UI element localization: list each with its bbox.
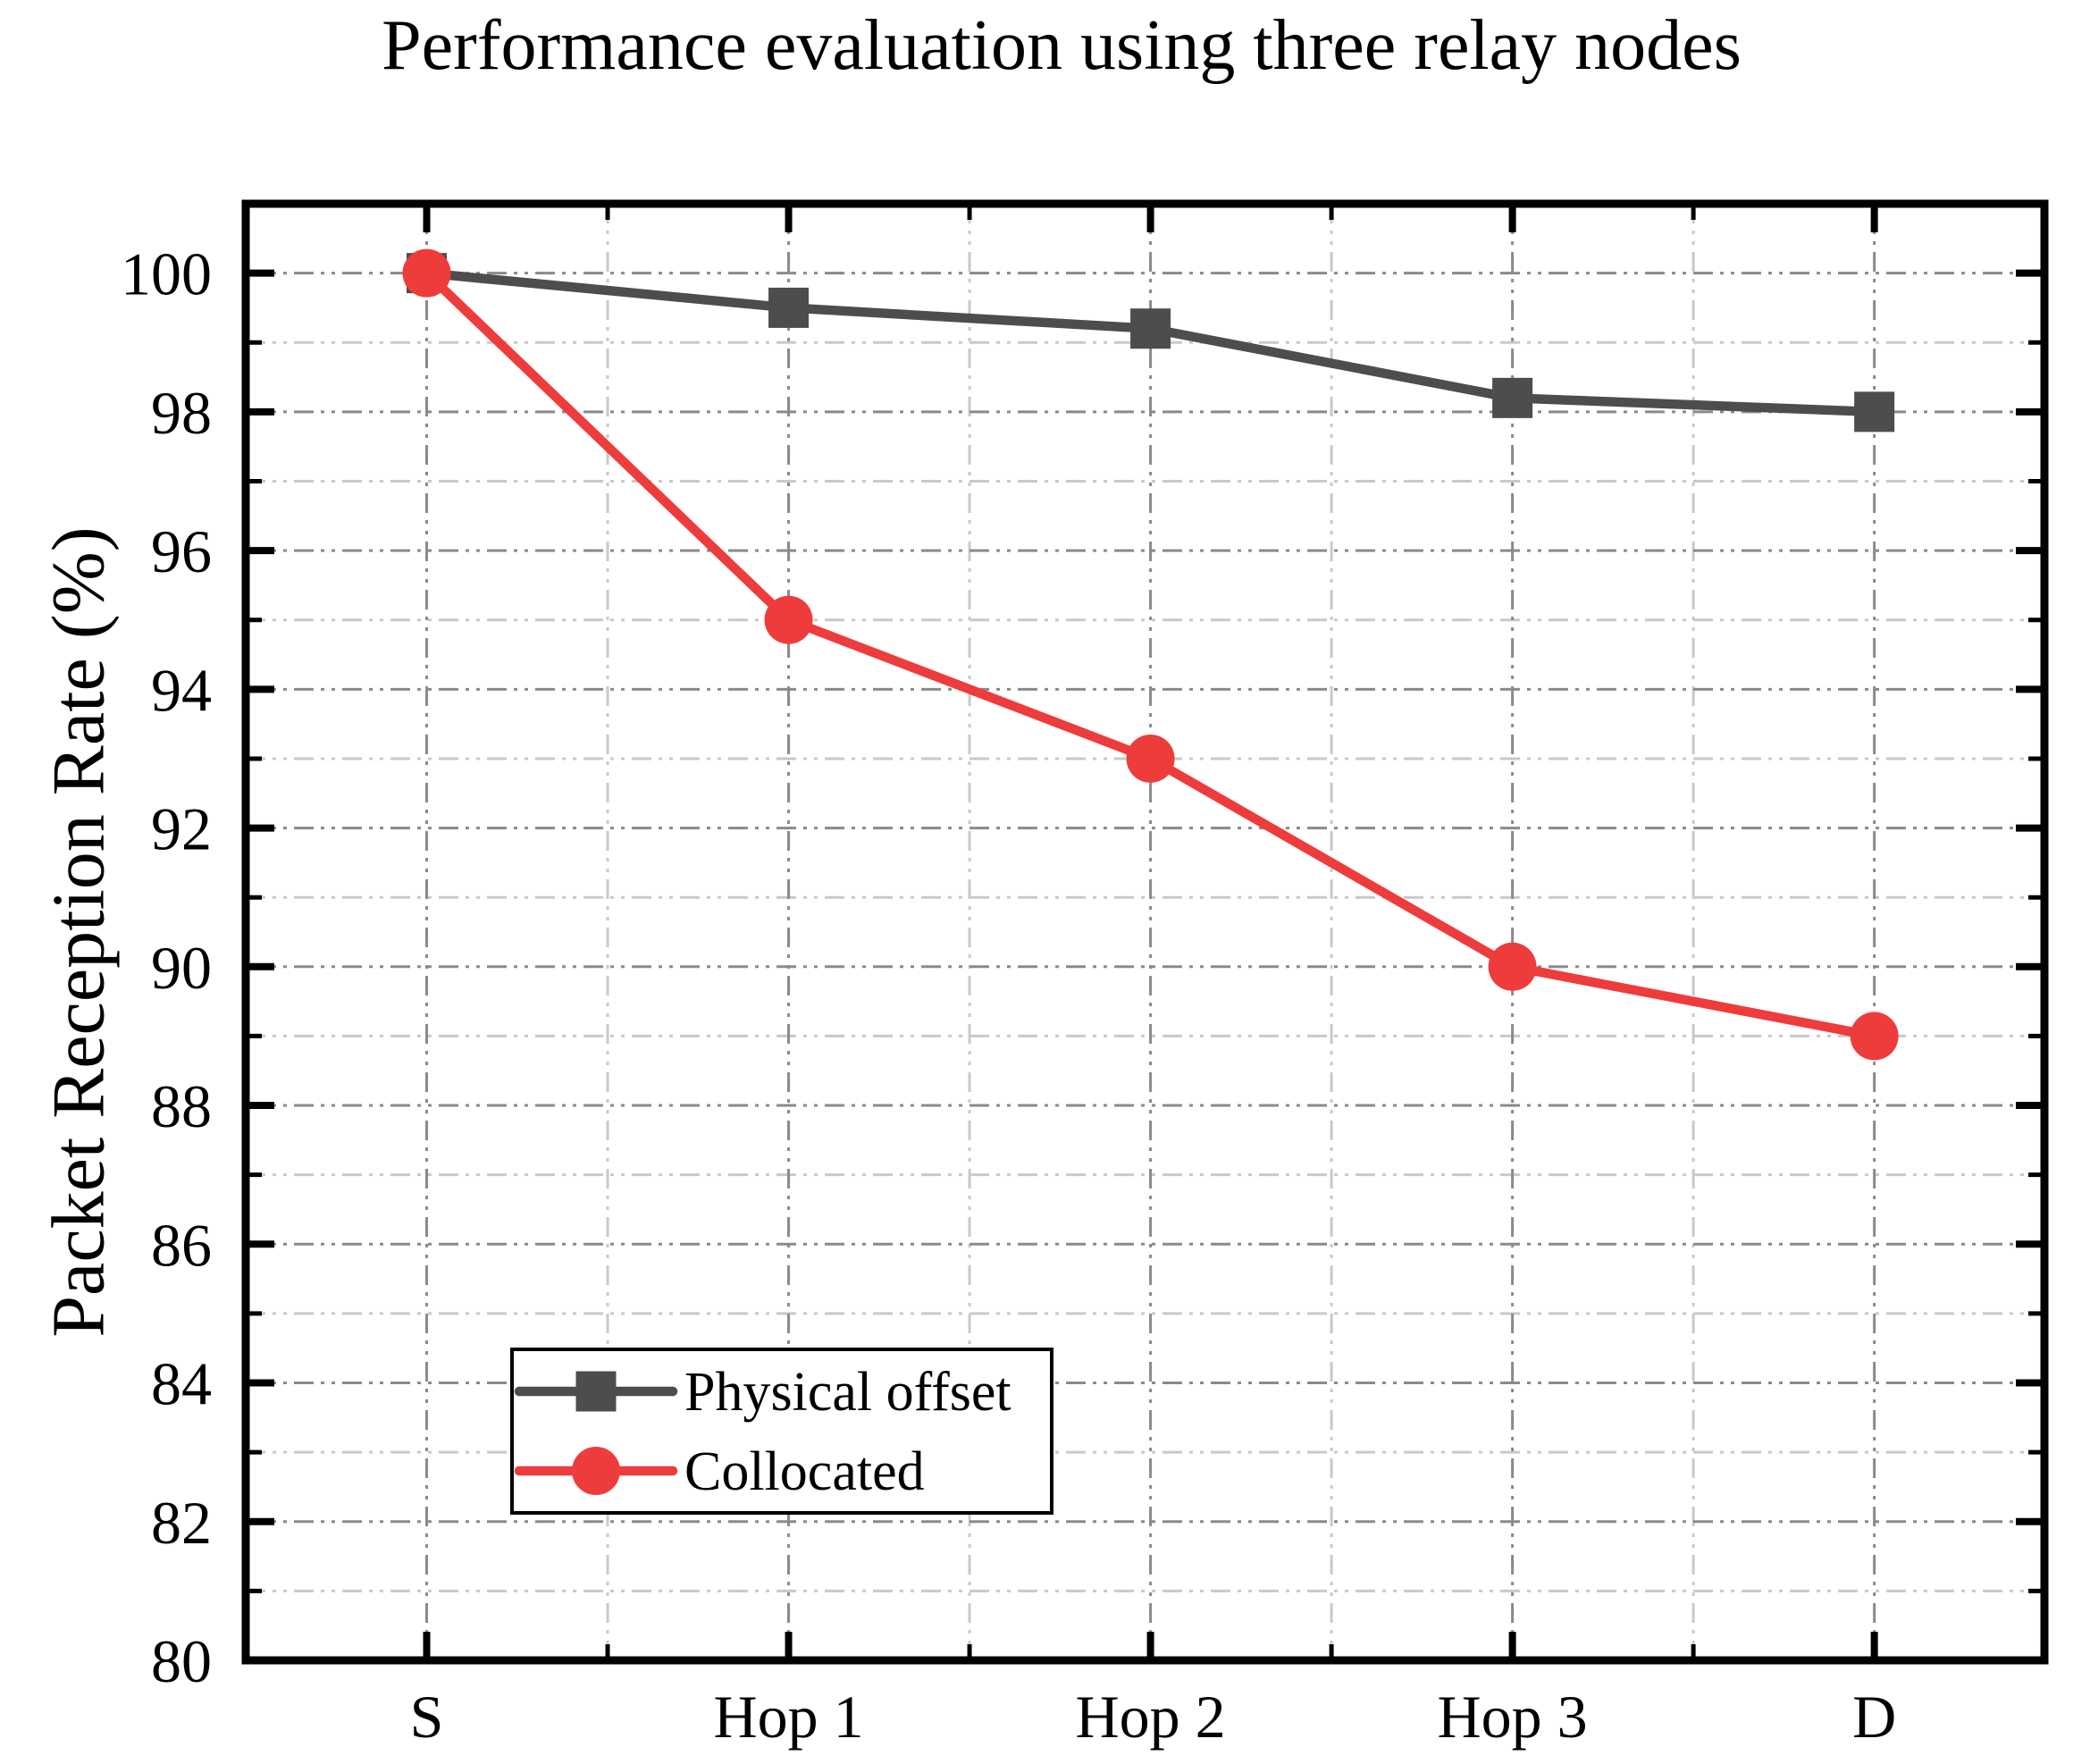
data-point-marker: [768, 287, 810, 328]
y-tick-label: 94: [151, 656, 212, 724]
y-tick-label: 82: [151, 1489, 212, 1557]
x-tick-label: Hop 2: [1076, 1683, 1226, 1751]
data-point-marker: [1126, 734, 1175, 783]
chart-title: Performance evaluation using three relay…: [382, 6, 1742, 85]
y-tick-label: 88: [151, 1072, 212, 1140]
x-tick-label: S: [410, 1683, 444, 1751]
axes-frame: [241, 199, 2049, 1665]
legend-marker-square-icon: [575, 1371, 617, 1412]
y-tick-label: 80: [151, 1627, 212, 1695]
data-point-marker: [1488, 942, 1537, 991]
y-tick-label: 96: [151, 517, 212, 585]
data-point-marker: [1130, 308, 1171, 349]
data-point-marker: [764, 595, 813, 644]
y-tick-label: 98: [151, 379, 212, 447]
x-tick-label: D: [1852, 1683, 1896, 1751]
y-tick-label: 100: [121, 240, 212, 308]
x-tick-label: Hop 3: [1438, 1683, 1588, 1751]
legend-marker-circle-icon: [572, 1447, 620, 1495]
data-point-marker: [402, 248, 451, 298]
data-point-marker: [1854, 391, 1895, 433]
y-tick-label: 84: [151, 1350, 212, 1418]
data-point-marker: [1850, 1012, 1899, 1061]
legend-label: Physical offset: [684, 1362, 1011, 1423]
y-tick-label: 92: [151, 795, 212, 863]
y-tick-label: 86: [151, 1211, 212, 1279]
legend-label: Collocated: [684, 1441, 925, 1502]
x-tick-label: Hop 1: [713, 1683, 863, 1751]
y-tick-label: 90: [151, 934, 212, 1002]
data-point-marker: [1492, 377, 1533, 418]
